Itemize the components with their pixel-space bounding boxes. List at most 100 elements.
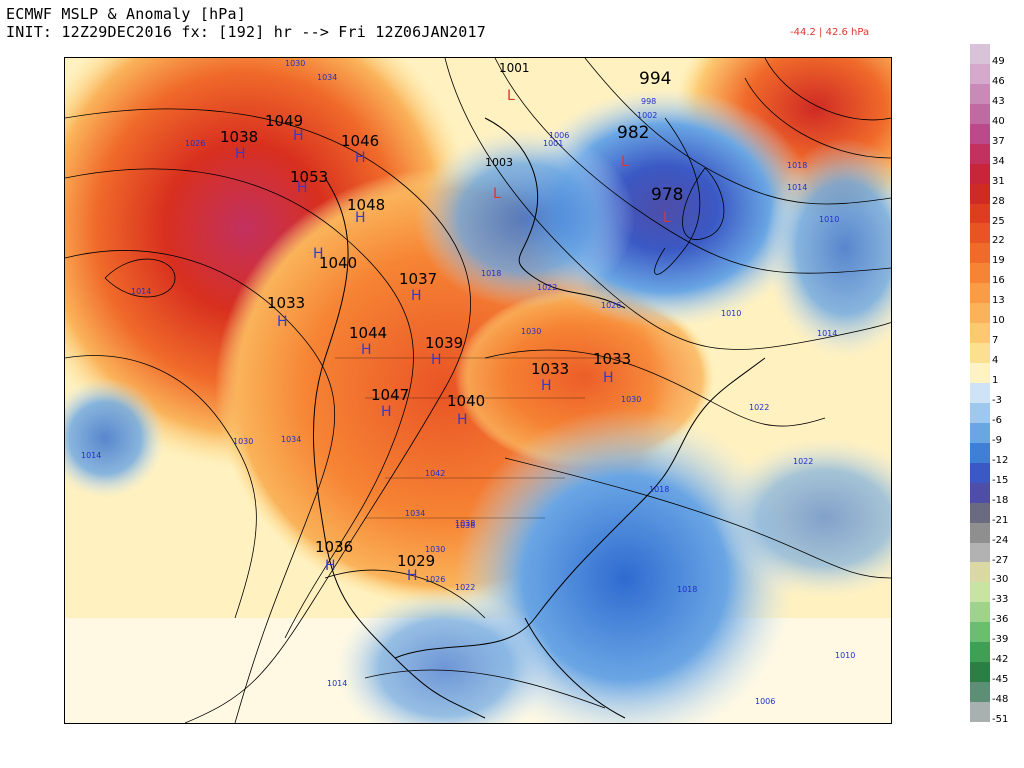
svg-text:1018: 1018 [649,485,669,494]
colorbar-segment [970,502,990,524]
colorbar-tick-label: -51 [992,714,1009,726]
colorbar-tick-label: -12 [992,454,1009,466]
colorbar-tick-label: 28 [992,195,1005,207]
svg-text:1002: 1002 [637,111,657,120]
high-center-label: H [325,558,336,574]
colorbar-segment [970,363,990,384]
low-center-value: 978 [651,185,683,205]
high-center-label: H [457,412,468,428]
colorbar-tick-label: -36 [992,614,1009,626]
svg-text:1010: 1010 [835,651,855,660]
high-center-value: 1037 [399,270,437,288]
svg-text:1022: 1022 [793,457,813,466]
high-center-label: H [277,314,288,330]
colorbar-segment [970,642,990,663]
svg-text:1018: 1018 [787,161,807,170]
colorbar-segment [970,283,990,304]
high-center-label: H [407,568,418,584]
coastline [312,117,766,719]
colorbar-tick-label: -21 [992,514,1009,526]
svg-text:1030: 1030 [233,437,253,446]
svg-text:1018: 1018 [481,269,501,278]
svg-text:1010: 1010 [819,215,839,224]
colorbar-segment [970,702,990,723]
high-center-value: 1038 [220,128,258,146]
colorbar-tick-label: 1 [992,375,999,387]
colorbar-tick-label: -9 [992,434,1002,446]
colorbar-tick-label: -24 [992,534,1009,546]
svg-text:1018: 1018 [677,585,697,594]
svg-text:1034: 1034 [405,509,425,518]
colorbar-segment [970,103,990,125]
colorbar-tick-label: 10 [992,315,1005,327]
colorbar-tick-label: -42 [992,654,1009,666]
svg-text:1042: 1042 [425,469,445,478]
high-center-label: H [431,352,442,368]
high-center-value: 1036 [315,538,353,556]
svg-text:1014: 1014 [817,329,837,338]
svg-text:1022: 1022 [455,583,475,592]
low-center-label: L [621,154,629,170]
colorbar-tick-label: 40 [992,115,1005,127]
low-center-value: 1003 [485,156,513,169]
low-center-value: 1001 [499,61,530,75]
high-center-value: 1049 [265,112,303,130]
colorbar-segment [970,44,990,65]
colorbar-tick-label: -39 [992,634,1009,646]
high-center-label: H [411,288,422,304]
isobar-lines [65,58,891,723]
state-borders [335,357,625,519]
colorbar-tick-label: 34 [992,155,1005,167]
high-center-value: 1047 [371,386,409,404]
colorbar-segment [970,63,990,85]
svg-text:998: 998 [641,97,656,106]
low-center-label: L [663,210,671,226]
colorbar-tick-label: 37 [992,135,1005,147]
pressure-anomaly-map: 1049 H 1046 H 1038 H 1053 H 1048 H 1040 … [64,57,892,724]
colorbar-tick-label: -45 [992,674,1009,686]
colorbar-tick-label: -3 [992,395,1002,406]
colorbar-segment [970,582,990,603]
svg-text:1030: 1030 [425,545,445,554]
high-center-label: H [355,210,366,226]
colorbar-segment [970,622,990,643]
low-center-value: 982 [617,123,649,143]
high-center-value: 1048 [347,196,385,214]
svg-text:1006: 1006 [755,697,775,706]
isobar-value-labels: 1026 1034 1030 1014 1030 1014 1030 1018 … [81,59,855,706]
high-center-label: H [603,370,614,386]
high-center-value: 1033 [531,360,569,378]
colorbar-segment [970,143,990,165]
svg-text:1022: 1022 [749,403,769,412]
colorbar-segment [970,123,990,145]
svg-text:1001: 1001 [543,139,563,148]
colorbar-tick-label: 31 [992,175,1005,187]
colorbar-tick-label: -27 [992,554,1009,566]
colorbar-segment [970,482,990,504]
colorbar-tick-label: 22 [992,235,1005,247]
svg-text:1034: 1034 [281,435,301,444]
svg-text:1026: 1026 [601,301,621,310]
svg-text:1038: 1038 [455,519,475,528]
colorbar-segment [970,323,990,344]
colorbar-segment [970,462,990,484]
colorbar-tick-label: -6 [992,414,1002,426]
svg-text:1014: 1014 [327,679,347,688]
colorbar-segment [970,203,990,224]
svg-text:1026: 1026 [425,575,445,584]
colorbar-tick-label: -48 [992,694,1009,706]
colorbar-segment [970,243,990,264]
low-center-value: 994 [639,69,671,89]
svg-text:1022: 1022 [537,283,557,292]
high-center-value: 1044 [349,324,387,342]
colorbar-tick-label: -33 [992,594,1009,606]
low-center-label: L [507,88,515,104]
colorbar-segment [970,522,990,544]
colorbar-segment [970,562,990,583]
anomaly-range: -44.2 | 42.6 hPa [790,27,870,38]
colorbar-tick-label: 19 [992,255,1005,267]
svg-text:1034: 1034 [317,73,337,82]
svg-text:1006: 1006 [549,131,569,140]
colorbar-segment [970,442,990,464]
colorbar-tick-label: 25 [992,215,1005,227]
